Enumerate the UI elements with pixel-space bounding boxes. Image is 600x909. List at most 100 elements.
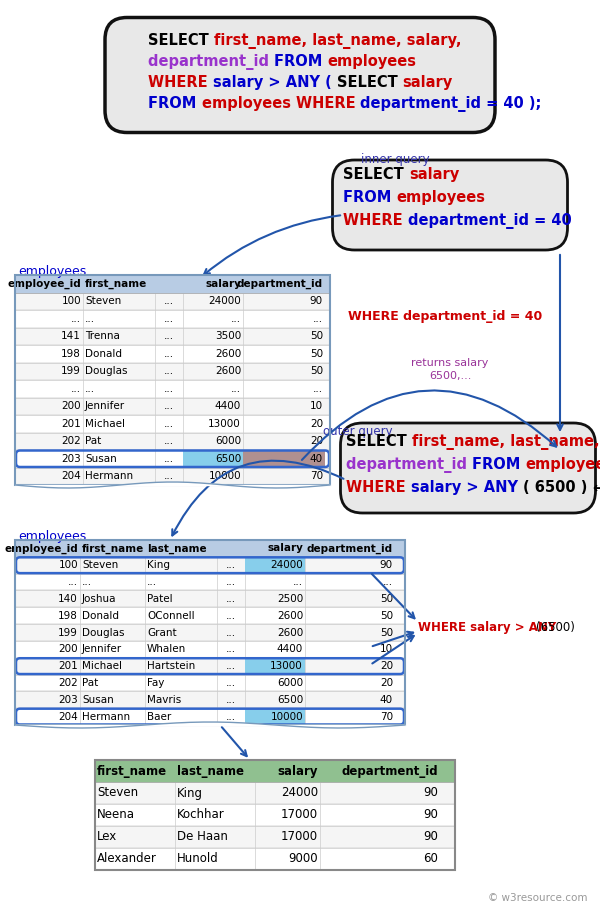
Bar (15, 450, 330, 467)
Text: Douglas: Douglas (85, 366, 128, 376)
Text: Steven: Steven (97, 786, 138, 800)
Bar (245, 557, 305, 574)
Text: WHERE: WHERE (346, 480, 411, 495)
Text: 6000: 6000 (215, 436, 241, 446)
Text: 60: 60 (423, 853, 438, 865)
Bar (95, 782, 455, 804)
Text: ...: ... (164, 331, 174, 341)
Text: 40: 40 (380, 694, 393, 704)
Text: FROM: FROM (148, 96, 202, 111)
Text: 90: 90 (380, 560, 393, 570)
Text: first_name, last_name, salary,: first_name, last_name, salary, (214, 33, 461, 49)
Text: employees: employees (18, 265, 86, 278)
Bar (15, 275, 330, 293)
Text: employees: employees (328, 54, 416, 69)
Text: ...: ... (226, 694, 236, 704)
Bar (15, 540, 405, 725)
Text: 204: 204 (58, 712, 78, 722)
Bar (243, 450, 325, 467)
Text: 100: 100 (61, 296, 81, 306)
Text: 201: 201 (61, 419, 81, 429)
Text: Michael: Michael (82, 661, 122, 671)
Text: ...: ... (164, 436, 174, 446)
Text: 24000: 24000 (281, 786, 318, 800)
Text: employees: employees (397, 190, 485, 205)
Text: Fay: Fay (147, 678, 164, 688)
Text: ...: ... (231, 314, 241, 324)
Text: ...: ... (226, 661, 236, 671)
Text: department_id: department_id (307, 544, 393, 554)
Bar (15, 641, 405, 658)
Text: ...: ... (164, 419, 174, 429)
Text: 2600: 2600 (215, 349, 241, 359)
Bar (15, 327, 330, 345)
Bar (95, 760, 455, 782)
Text: Baer: Baer (147, 712, 171, 722)
Text: last_name: last_name (177, 764, 244, 777)
Text: ...: ... (164, 349, 174, 359)
Text: employee_id: employee_id (4, 544, 78, 554)
Text: 141: 141 (61, 331, 81, 341)
Text: FROM: FROM (472, 457, 526, 472)
Text: 201: 201 (58, 661, 78, 671)
Text: Hermann: Hermann (82, 712, 130, 722)
Text: 50: 50 (310, 331, 323, 341)
Text: 198: 198 (58, 611, 78, 621)
Text: WHERE: WHERE (148, 75, 213, 90)
Text: 50: 50 (310, 366, 323, 376)
Text: ...: ... (226, 712, 236, 722)
Text: 90: 90 (310, 296, 323, 306)
Bar (95, 826, 455, 848)
Text: 202: 202 (61, 436, 81, 446)
Text: WHERE: WHERE (343, 213, 408, 228)
Text: salary: salary (205, 279, 241, 289)
Text: Steven: Steven (85, 296, 121, 306)
Text: 50: 50 (310, 349, 323, 359)
Text: SELECT: SELECT (343, 167, 409, 182)
Text: ...: ... (147, 577, 157, 587)
Text: department_id = 40 );: department_id = 40 ); (361, 96, 542, 112)
Text: 202: 202 (58, 678, 78, 688)
Text: first_name: first_name (85, 279, 147, 289)
Text: ...: ... (226, 678, 236, 688)
Text: Pat: Pat (82, 678, 98, 688)
Text: Hartstein: Hartstein (147, 661, 195, 671)
Text: 90: 90 (423, 808, 438, 822)
FancyBboxPatch shape (341, 423, 595, 513)
Text: Susan: Susan (85, 454, 117, 464)
Text: department_id: department_id (237, 279, 323, 289)
Text: © w3resource.com: © w3resource.com (488, 893, 587, 903)
Text: returns salary
6500,...: returns salary 6500,... (412, 358, 488, 381)
Text: 24000: 24000 (208, 296, 241, 306)
Text: 199: 199 (61, 366, 81, 376)
Text: 17000: 17000 (281, 808, 318, 822)
Text: 70: 70 (310, 471, 323, 481)
Text: ...: ... (164, 401, 174, 411)
Text: Jennifer: Jennifer (85, 401, 125, 411)
Bar (15, 557, 405, 574)
Text: employees: employees (202, 96, 296, 111)
Text: 2500: 2500 (277, 594, 303, 604)
Text: 198: 198 (61, 349, 81, 359)
Bar (15, 433, 330, 450)
Bar (15, 275, 330, 485)
Text: 100: 100 (58, 560, 78, 570)
Bar (95, 804, 455, 826)
Text: Kochhar: Kochhar (177, 808, 225, 822)
Text: 4400: 4400 (215, 401, 241, 411)
Text: ...: ... (226, 577, 236, 587)
Text: Douglas: Douglas (82, 627, 125, 637)
Text: salary: salary (409, 167, 459, 182)
Text: 2600: 2600 (277, 611, 303, 621)
Text: 20: 20 (380, 678, 393, 688)
Text: 2600: 2600 (277, 627, 303, 637)
Text: employee_id: employee_id (7, 279, 81, 289)
Text: 199: 199 (58, 627, 78, 637)
Text: Susan: Susan (82, 694, 114, 704)
Bar (95, 760, 455, 870)
Text: 3500: 3500 (215, 331, 241, 341)
Text: first_name, last_name, salary,: first_name, last_name, salary, (412, 434, 600, 450)
Text: SELECT: SELECT (346, 434, 412, 449)
Text: Hermann: Hermann (85, 471, 133, 481)
Text: ...: ... (226, 627, 236, 637)
